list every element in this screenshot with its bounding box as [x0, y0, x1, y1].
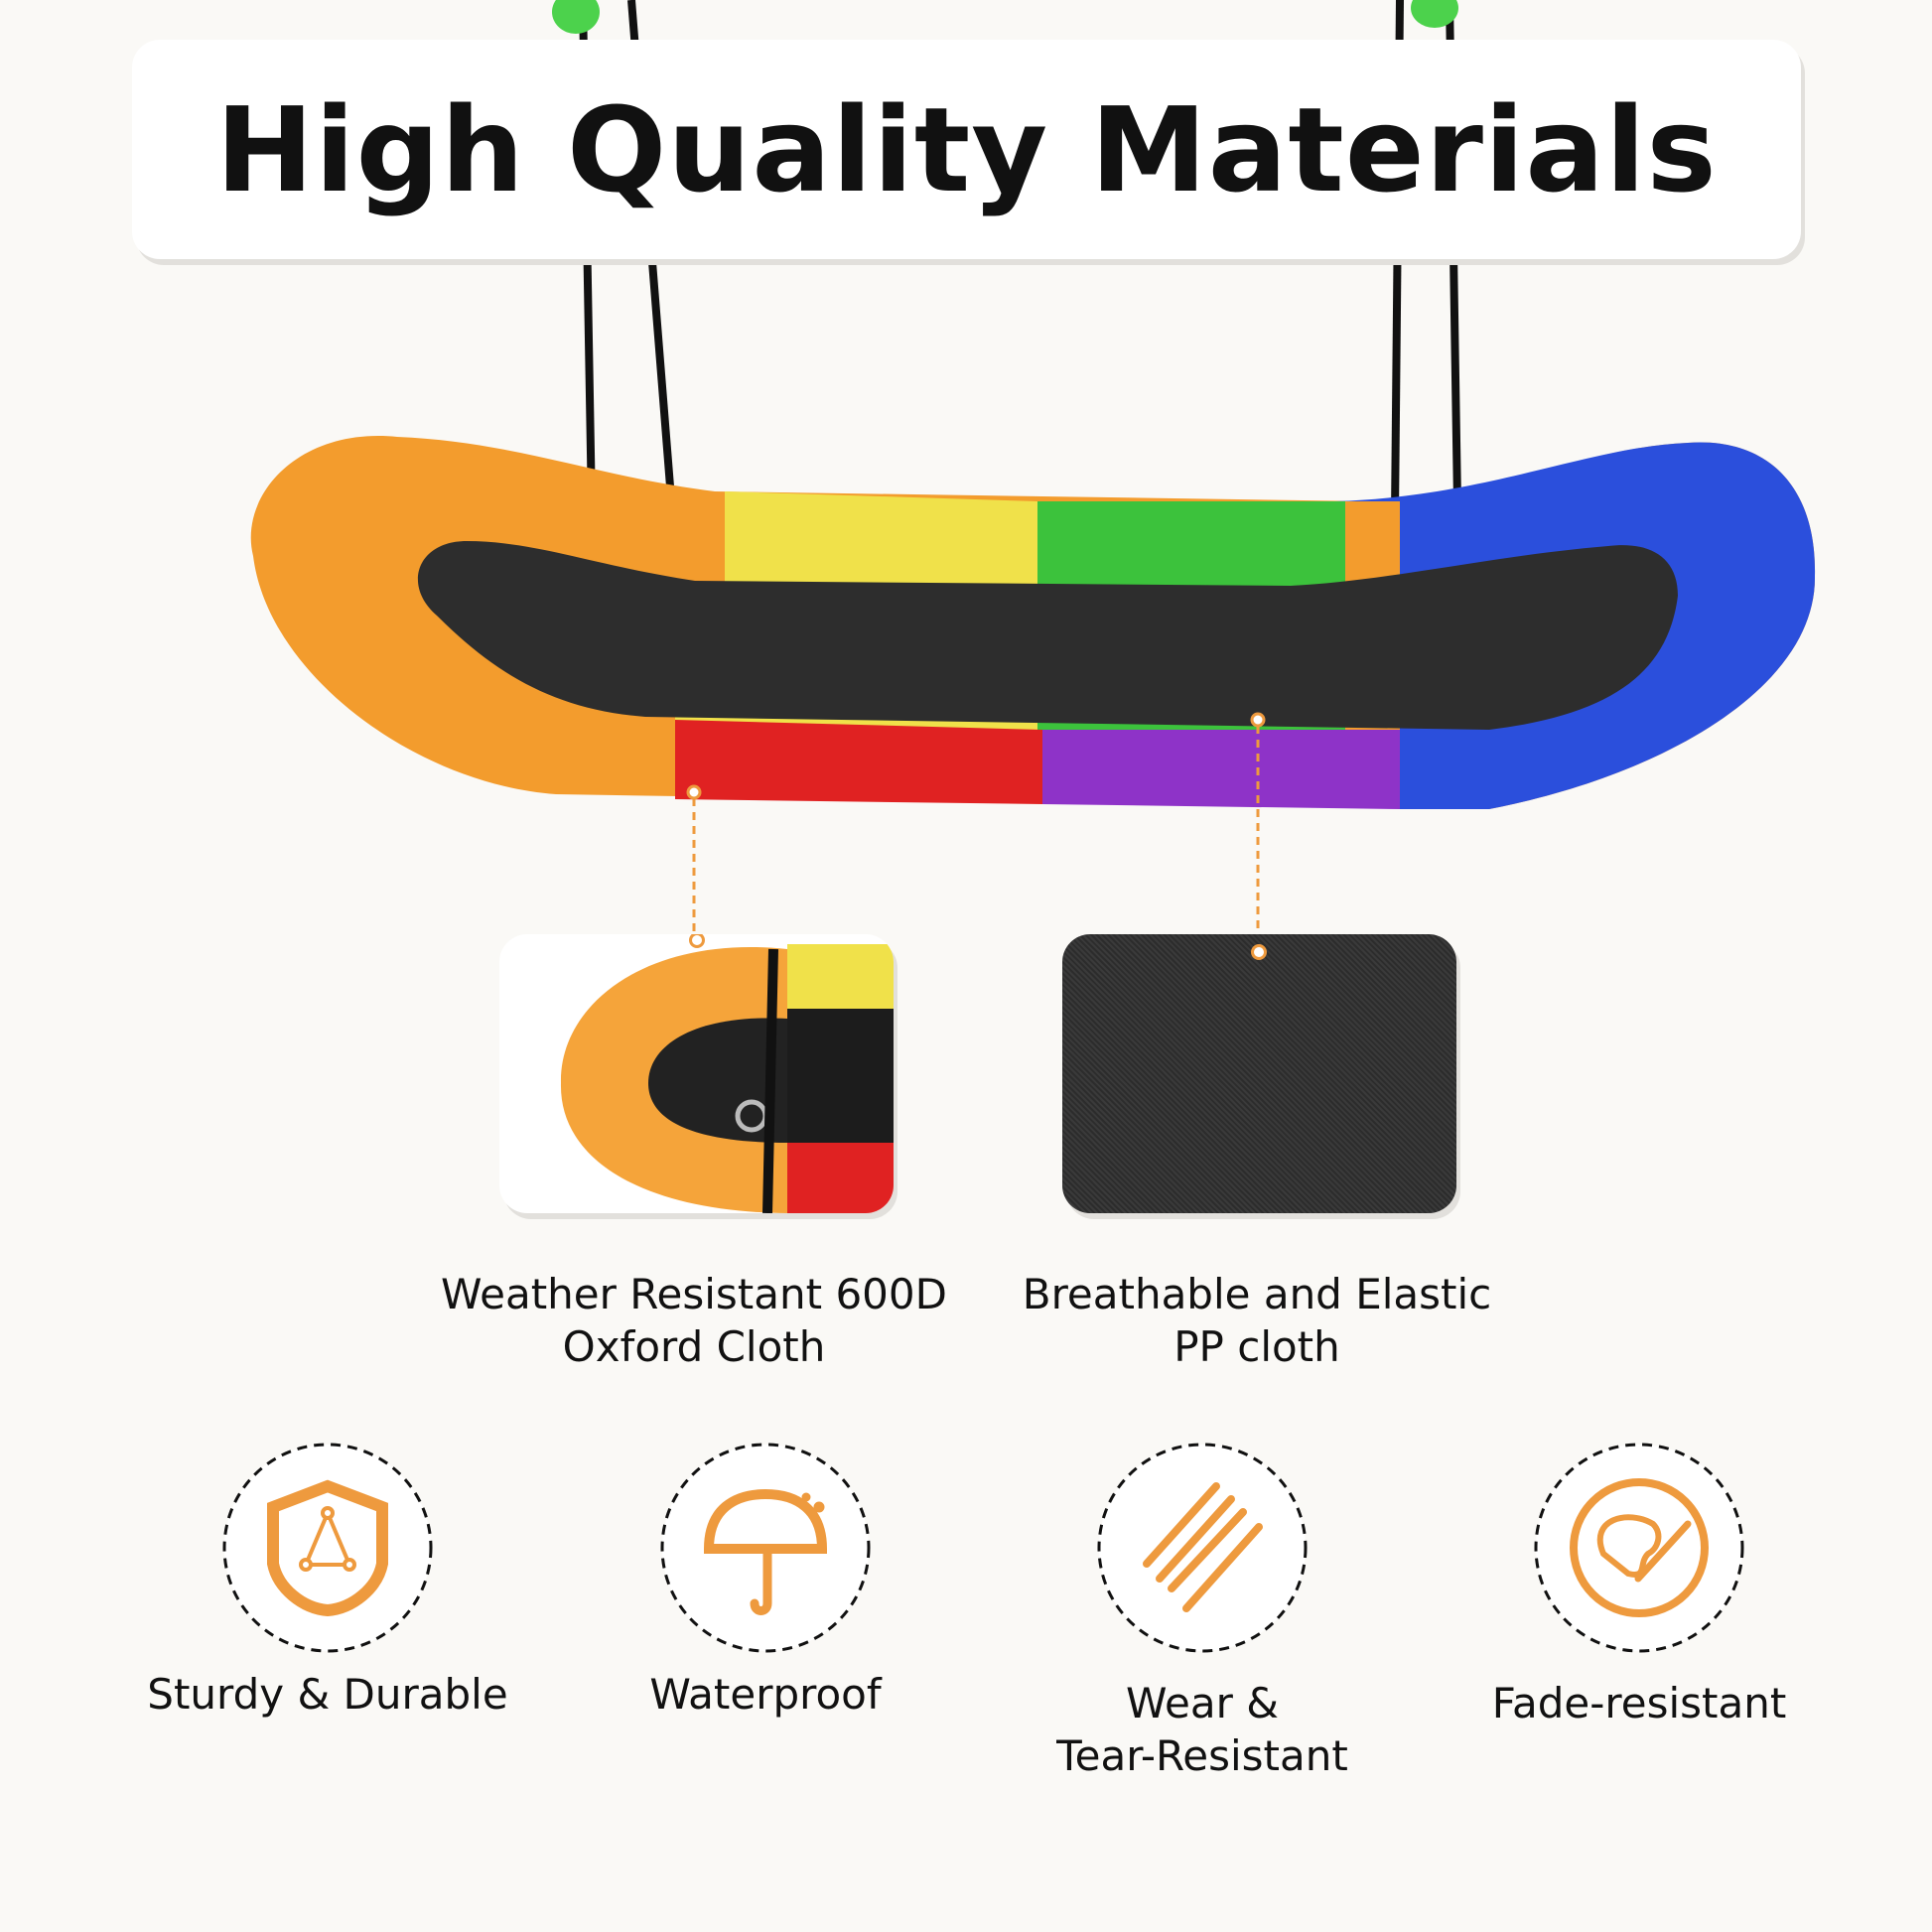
- swing-seat: [250, 436, 1816, 809]
- feature-label: Waterproof: [649, 1670, 882, 1719]
- pp-cloth-thumbnail: [1062, 934, 1456, 1213]
- wear-lines-icon: [1143, 1482, 1263, 1612]
- shield-icon: [267, 1479, 388, 1617]
- icon-circle: [1534, 1443, 1744, 1653]
- feature-wear-tear: Wear & Tear-Resistant: [954, 1677, 1450, 1782]
- feature-label: Tear-Resistant: [1056, 1731, 1348, 1780]
- icon-circle: [1097, 1443, 1308, 1653]
- caption-line: Weather Resistant 600D: [441, 1270, 947, 1318]
- oxford-cloth-caption: Weather Resistant 600D Oxford Cloth: [396, 1268, 992, 1373]
- feature-label: Wear &: [1125, 1679, 1279, 1727]
- feature-label: Sturdy & Durable: [147, 1670, 508, 1719]
- green-handle: [552, 0, 600, 34]
- pp-cloth-caption: Breathable and Elastic PP cloth: [959, 1268, 1555, 1373]
- caption-line: PP cloth: [1173, 1322, 1340, 1371]
- caption-line: Oxford Cloth: [562, 1322, 826, 1371]
- caption-line: Breathable and Elastic: [1022, 1270, 1492, 1318]
- green-handle: [1411, 0, 1458, 28]
- page-title: High Quality Materials: [215, 80, 1718, 218]
- feature-waterproof: Waterproof: [517, 1668, 1014, 1721]
- icon-circle: [222, 1443, 433, 1653]
- oxford-cloth-thumbnail: [499, 934, 894, 1213]
- palette-icon: [1570, 1478, 1709, 1617]
- feature-icons: [222, 1443, 1744, 1653]
- title-banner: High Quality Materials: [132, 40, 1801, 259]
- umbrella-icon: [703, 1488, 828, 1615]
- feature-label: Fade-resistant: [1491, 1679, 1787, 1727]
- feature-fade-resistant: Fade-resistant: [1391, 1677, 1887, 1729]
- feature-sturdy: Sturdy & Durable: [79, 1668, 576, 1721]
